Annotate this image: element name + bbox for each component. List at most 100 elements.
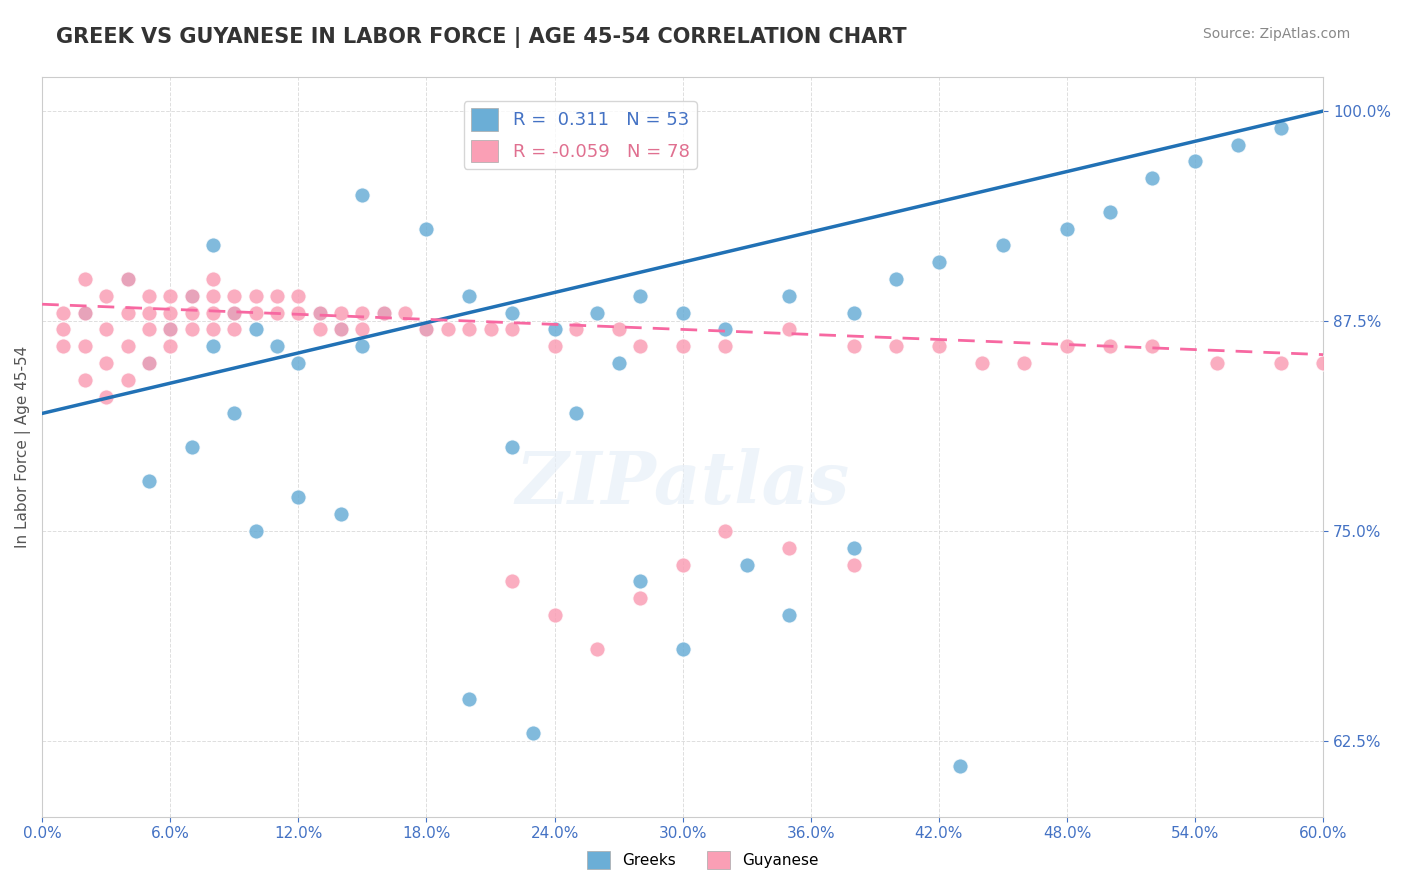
Point — [543, 607, 565, 622]
Point — [73, 305, 96, 319]
Point — [352, 305, 374, 319]
Point — [180, 322, 202, 336]
Point — [1056, 339, 1078, 353]
Point — [138, 305, 160, 319]
Point — [778, 322, 800, 336]
Point — [117, 272, 139, 286]
Point — [159, 289, 181, 303]
Point — [1270, 356, 1292, 370]
Point — [522, 725, 544, 739]
Text: GREEK VS GUYANESE IN LABOR FORCE | AGE 45-54 CORRELATION CHART: GREEK VS GUYANESE IN LABOR FORCE | AGE 4… — [56, 27, 907, 48]
Point — [308, 305, 330, 319]
Point — [287, 491, 309, 505]
Point — [928, 255, 950, 269]
Point — [287, 289, 309, 303]
Point — [672, 305, 695, 319]
Point — [352, 322, 374, 336]
Point — [501, 574, 523, 589]
Point — [224, 289, 246, 303]
Point — [159, 305, 181, 319]
Point — [224, 305, 246, 319]
Point — [180, 289, 202, 303]
Point — [1226, 137, 1249, 152]
Point — [96, 322, 118, 336]
Point — [842, 339, 865, 353]
Point — [778, 289, 800, 303]
Point — [245, 524, 267, 538]
Point — [1270, 120, 1292, 135]
Point — [714, 524, 737, 538]
Point — [501, 322, 523, 336]
Point — [1142, 339, 1164, 353]
Point — [201, 305, 224, 319]
Point — [479, 322, 502, 336]
Point — [586, 641, 609, 656]
Point — [458, 692, 481, 706]
Point — [714, 322, 737, 336]
Point — [308, 322, 330, 336]
Point — [201, 238, 224, 252]
Point — [458, 322, 481, 336]
Point — [159, 339, 181, 353]
Point — [415, 322, 437, 336]
Point — [565, 406, 588, 420]
Point — [201, 289, 224, 303]
Point — [73, 272, 96, 286]
Point — [224, 322, 246, 336]
Point — [287, 356, 309, 370]
Point — [373, 305, 395, 319]
Point — [308, 305, 330, 319]
Point — [330, 322, 353, 336]
Point — [117, 373, 139, 387]
Point — [501, 440, 523, 454]
Point — [714, 339, 737, 353]
Point — [949, 759, 972, 773]
Point — [437, 322, 460, 336]
Point — [543, 339, 565, 353]
Point — [778, 607, 800, 622]
Point — [1205, 356, 1227, 370]
Point — [352, 339, 374, 353]
Point — [138, 289, 160, 303]
Point — [842, 541, 865, 555]
Point — [266, 289, 288, 303]
Point — [1312, 356, 1334, 370]
Point — [991, 238, 1014, 252]
Point — [201, 272, 224, 286]
Point — [266, 339, 288, 353]
Point — [330, 305, 353, 319]
Point — [138, 474, 160, 488]
Point — [266, 305, 288, 319]
Point — [138, 356, 160, 370]
Point — [501, 305, 523, 319]
Point — [180, 289, 202, 303]
Point — [73, 339, 96, 353]
Point — [245, 289, 267, 303]
Point — [117, 272, 139, 286]
Point — [672, 641, 695, 656]
Point — [287, 305, 309, 319]
Point — [330, 507, 353, 521]
Legend: Greeks, Guyanese: Greeks, Guyanese — [581, 845, 825, 875]
Point — [245, 322, 267, 336]
Point — [970, 356, 993, 370]
Point — [543, 322, 565, 336]
Point — [73, 373, 96, 387]
Point — [96, 390, 118, 404]
Point — [394, 305, 416, 319]
Point — [96, 356, 118, 370]
Point — [415, 221, 437, 235]
Point — [1014, 356, 1036, 370]
Point — [1098, 204, 1121, 219]
Point — [201, 339, 224, 353]
Point — [735, 558, 758, 572]
Point — [201, 322, 224, 336]
Point — [458, 289, 481, 303]
Point — [180, 305, 202, 319]
Point — [565, 322, 588, 336]
Point — [159, 322, 181, 336]
Point — [117, 305, 139, 319]
Point — [607, 322, 630, 336]
Point — [117, 339, 139, 353]
Point — [1056, 221, 1078, 235]
